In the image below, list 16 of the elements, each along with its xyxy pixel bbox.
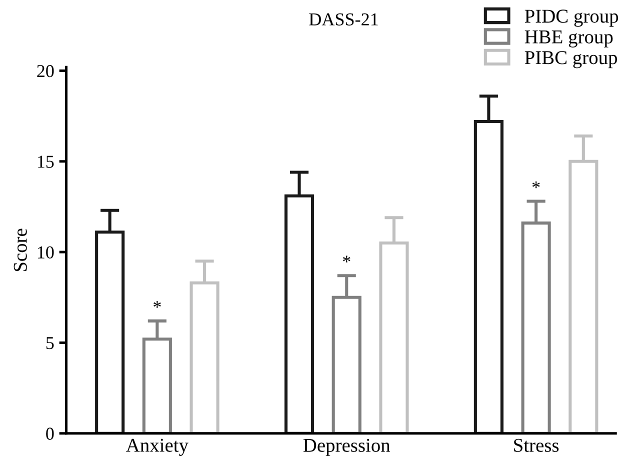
legend-label: PIBC group — [524, 51, 618, 68]
annotation: * — [342, 256, 350, 262]
y-tick-label: 20 — [37, 64, 54, 78]
x-tick-label: Anxiety — [126, 438, 188, 456]
y-axis-title: Score — [14, 228, 27, 272]
chart-title: DASS-21 — [309, 13, 378, 26]
y-tick-label: 5 — [46, 337, 54, 350]
annotation: * — [532, 181, 540, 188]
x-tick-label: Depression — [303, 438, 390, 456]
y-tick-label: 10 — [38, 246, 54, 258]
annotation: * — [154, 301, 161, 308]
legend-label: HBE group — [524, 30, 613, 48]
y-tick-label: 15 — [38, 156, 54, 168]
legend-label: PIDC group — [524, 10, 618, 27]
y-tick-label: 0 — [46, 428, 54, 440]
x-tick-label: Stress — [514, 438, 559, 452]
